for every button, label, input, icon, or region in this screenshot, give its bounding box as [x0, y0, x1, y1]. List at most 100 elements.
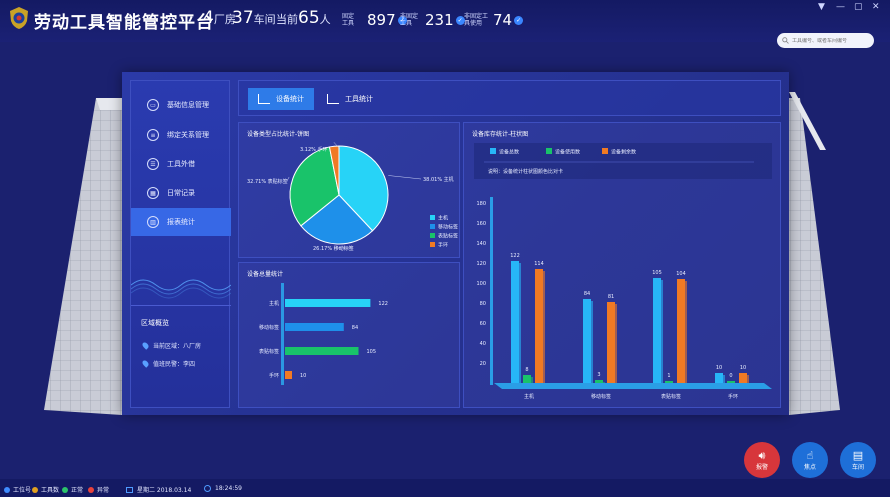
pie-legend-label: 手环 [438, 242, 448, 249]
duty-police: 值班民警：李四 [141, 359, 195, 368]
tab-device-stats[interactable]: 设备统计 [248, 88, 314, 110]
focus-button[interactable]: ☝ 焦点 [792, 442, 828, 478]
hbar-bar [285, 299, 371, 307]
vbar-value-label: 0 [729, 373, 732, 379]
maximize-icon[interactable]: ▢ [854, 2, 863, 12]
vbar-legend-swatch [602, 148, 608, 154]
search-box[interactable] [777, 33, 874, 48]
vbar-value-label: 10 [740, 365, 746, 371]
vbar-y-axis [490, 197, 493, 385]
sidebar-item-report-stats[interactable]: ▥ 报表统计 [131, 208, 231, 236]
vbar-bar-side [685, 281, 687, 383]
vbar-bar [583, 299, 591, 383]
pie-slice-0 [338, 145, 389, 232]
check-icon: ✓ [455, 15, 465, 25]
hbar-value-label: 105 [367, 349, 377, 355]
vbar-category-label: 移动标签 [591, 393, 611, 400]
pie-legend-label: 移动标签 [438, 224, 458, 231]
search-input[interactable] [792, 37, 872, 44]
pie-leader-3 [333, 142, 341, 150]
close-icon[interactable]: ✕ [872, 2, 880, 12]
vbar-value-label: 105 [652, 270, 662, 276]
vbar-legend-label: 设备总数 [499, 149, 519, 156]
floor-left [44, 98, 122, 415]
status-dot [88, 486, 94, 493]
vbar-ytick-label: 80 [480, 301, 486, 307]
police-badge-icon [10, 7, 28, 29]
vbar-bar [595, 380, 603, 383]
tab-tool-stats[interactable]: 工具统计 [317, 88, 383, 110]
vbar-bar-side [591, 301, 593, 383]
sidebar-item-basic-info[interactable]: ▭ 基础信息管理 [131, 91, 231, 119]
workshop-count: 37车间 [232, 8, 276, 28]
vbar-value-label: 81 [608, 294, 614, 300]
legend-abnormal: 异常 [88, 485, 109, 494]
vbar-legend-swatch [490, 148, 496, 154]
workshop-button[interactable]: ▤ 车间 [840, 442, 876, 478]
pie-slice-label: 32.71% 表贴标签 [247, 178, 288, 185]
vbar-bar [665, 381, 673, 383]
vbar-bar-side [615, 304, 617, 383]
sidebar: ▭ 基础信息管理 ≡ 绑定关系管理 ☰ 工具外借 ▦ 日常记录 ▥ 报表统计 区… [130, 80, 231, 409]
clock-icon [204, 485, 211, 492]
vbar-category-label: 表贴标签 [661, 393, 681, 400]
search-icon [782, 37, 789, 44]
kpi-nonfixed-tools: 非固定 工具 231 ✓ [400, 11, 465, 29]
vbar-legend-label: 设备剩余数 [611, 149, 636, 156]
vbar-value-label: 3 [597, 372, 600, 378]
vbar-bar-side [531, 377, 533, 383]
legend-normal: 正常 [62, 485, 83, 494]
location-pin-icon [141, 341, 150, 350]
alarm-button[interactable]: 🔊︎ 报警 [744, 442, 780, 478]
vbar-bar [739, 373, 747, 383]
vbar-ytick-label: 180 [476, 201, 486, 207]
pie-legend-swatch [430, 233, 435, 238]
sidebar-item-daily-record[interactable]: ▦ 日常记录 [131, 179, 231, 207]
vbar-bar [511, 261, 519, 383]
factory-count: 4厂房 [203, 8, 236, 28]
hbar-chart-card: 设备总量统计 主机 122 移动标签 84 表贴标签 105 手环 10 [238, 262, 460, 408]
check-icon: ✓ [397, 15, 407, 25]
chart-icon: ▥ [147, 216, 159, 228]
vbar-bar [653, 278, 661, 383]
pie-legend-swatch [430, 224, 435, 229]
list-icon: ☰ [147, 158, 159, 170]
sidebar-item-tool-lending[interactable]: ☰ 工具外借 [131, 150, 231, 178]
vbar-value-label: 122 [510, 253, 520, 259]
vbar-legend-swatch [546, 148, 552, 154]
pie-legend-swatch [430, 215, 435, 220]
hbar-chart-title: 设备总量统计 [247, 271, 284, 278]
bar-chart-icon [258, 94, 270, 104]
current-people-count: 当前65人 [276, 8, 331, 28]
vbar-bar [727, 381, 735, 383]
vbar-bar [535, 269, 543, 383]
hbar-bar [285, 371, 292, 379]
pie-chart: 38.01% 主机 26.17% 移动标签 32.71% 表贴标签 3.12% 手环主… [247, 142, 458, 252]
time-display: 18:24:59 [204, 485, 242, 492]
pie-chart-title: 设备类型占比统计-饼图 [247, 131, 310, 138]
pie-legend-label: 表贴标签 [438, 233, 458, 240]
pie-legend-label: 主机 [438, 215, 448, 222]
kpi-fixed-tools: 固定 工具 897 ✓ [342, 11, 407, 29]
dropdown-icon[interactable]: ▼ [818, 2, 825, 12]
vbar-bar [523, 375, 531, 383]
vbar-legend-label: 设备使用数 [555, 149, 580, 156]
hbar-bar [285, 347, 359, 355]
pie-slice-label: 3.12% 手环 [300, 146, 327, 153]
vbar-chart-title: 设备库存统计-柱状图 [472, 131, 529, 138]
vbar-legend-box [474, 143, 772, 179]
monitor-icon: ▭ [147, 99, 159, 111]
pie-chart-card: 设备类型占比统计-饼图 38.01% 主机 26.17% 移动标签 32.71% 表… [238, 122, 460, 258]
pie-slice-label: 38.01% 主机 [423, 176, 454, 183]
monitor-chart-icon [327, 94, 339, 104]
speaker-icon: 🔊︎ [758, 448, 766, 462]
vbar-ytick-label: 100 [476, 281, 486, 287]
top-bar: 劳动工具智能管控平台 4厂房 37车间 当前65人 固定 工具 897 ✓ 非固定… [0, 0, 890, 42]
region-title: 区域概览 [141, 319, 169, 327]
minimize-icon[interactable]: — [836, 2, 845, 12]
vbar-bar [607, 302, 615, 383]
vbar-ytick-label: 60 [480, 321, 486, 327]
pie-slice-1 [300, 194, 374, 245]
region-overview: 区域概览 当前区域：八厂房 值班民警：李四 [131, 305, 231, 409]
sidebar-item-binding[interactable]: ≡ 绑定关系管理 [131, 121, 231, 149]
